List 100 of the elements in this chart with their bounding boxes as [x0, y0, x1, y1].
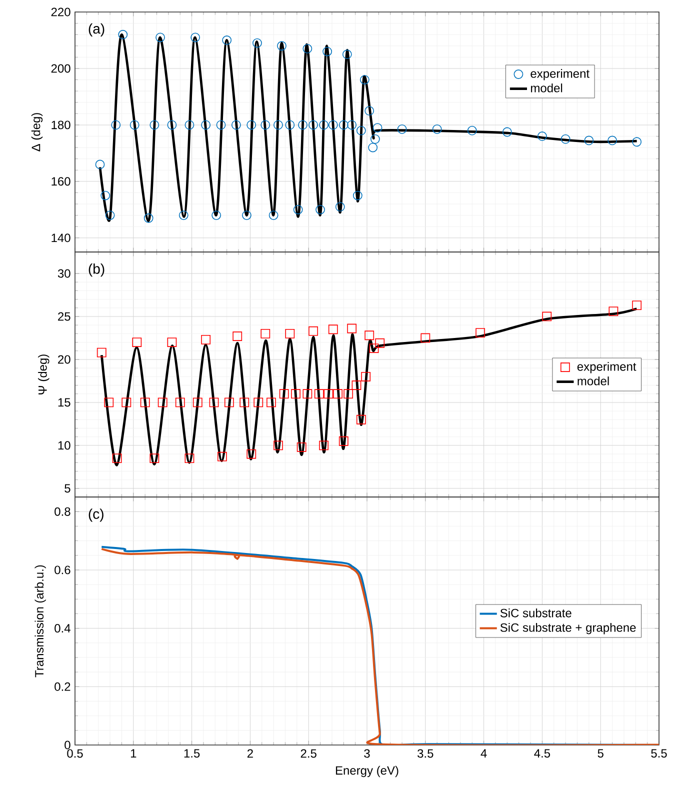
point — [608, 136, 617, 146]
point — [212, 210, 222, 220]
x-tick-label: 0.5 — [67, 749, 83, 758]
point — [277, 41, 286, 51]
point — [370, 134, 380, 144]
x-tick-label: 1.5 — [184, 749, 200, 758]
point — [361, 372, 371, 382]
y-axis-title: Δ (deg) — [31, 113, 43, 152]
point — [322, 46, 332, 56]
y-tick-label: 0.8 — [54, 507, 70, 516]
point — [260, 120, 270, 130]
point — [209, 398, 219, 408]
point — [338, 436, 348, 446]
point — [285, 120, 295, 130]
legend-label: model — [531, 84, 562, 92]
point — [364, 330, 374, 340]
x-axis-title: Energy (eV) — [336, 766, 398, 778]
point — [150, 454, 160, 464]
point — [560, 134, 570, 144]
point — [112, 454, 122, 464]
point — [347, 120, 357, 130]
x-tick-label: 5.5 — [651, 749, 667, 758]
point — [372, 123, 382, 132]
point — [285, 328, 295, 338]
annotation: (c) — [88, 508, 104, 522]
point — [224, 398, 234, 408]
point — [231, 120, 241, 130]
point — [632, 300, 642, 310]
x-tick-label: 5 — [598, 749, 604, 758]
point — [308, 120, 318, 130]
point — [178, 210, 188, 220]
point — [150, 120, 160, 130]
point — [319, 120, 328, 130]
y-tick-label: 200 — [51, 64, 70, 73]
point — [467, 126, 477, 136]
point — [352, 190, 362, 200]
point — [222, 36, 232, 45]
point — [140, 398, 150, 408]
x-tick-label: 3 — [364, 749, 370, 758]
annotation: (a) — [88, 23, 104, 36]
point — [375, 338, 385, 348]
point — [328, 120, 338, 130]
point — [240, 398, 250, 408]
point — [360, 75, 370, 84]
y-axis-title: Ψ (deg) — [38, 354, 50, 394]
point — [95, 160, 105, 170]
point — [217, 452, 227, 462]
y-tick-label: 160 — [52, 177, 70, 186]
point — [502, 127, 512, 137]
point — [538, 132, 547, 141]
y-tick-label: 220 — [51, 8, 70, 16]
point — [293, 204, 303, 214]
point — [342, 50, 352, 60]
point — [347, 324, 357, 334]
point — [397, 124, 407, 134]
point — [246, 449, 256, 459]
x-tick-label: 4 — [480, 749, 487, 758]
point — [242, 210, 252, 220]
point — [364, 106, 374, 116]
point — [175, 398, 185, 408]
point — [352, 380, 362, 390]
point — [130, 120, 140, 130]
point — [324, 389, 334, 399]
point — [356, 126, 366, 136]
point — [254, 398, 264, 408]
y-tick-label: 0.6 — [54, 566, 70, 574]
point — [632, 137, 642, 147]
x-tick-label: 2.5 — [300, 749, 316, 758]
point — [192, 398, 202, 408]
point — [184, 120, 194, 130]
x-tick-label: 1 — [130, 749, 136, 758]
point — [302, 389, 312, 399]
point — [190, 32, 200, 42]
point — [260, 328, 270, 338]
point — [432, 124, 442, 134]
point — [314, 389, 324, 399]
point — [167, 120, 177, 130]
point — [144, 213, 154, 223]
y-tick-label: 0.2 — [54, 682, 70, 691]
point — [232, 332, 242, 341]
y-tick-label: 20 — [58, 355, 70, 364]
point — [608, 306, 618, 316]
legend-label: model — [578, 376, 609, 386]
point — [333, 389, 343, 399]
point — [296, 442, 306, 452]
point — [268, 210, 278, 220]
x-tick-label: 2 — [247, 749, 253, 758]
point — [274, 440, 283, 450]
y-axis-title: Transmission (arb.u.) — [34, 565, 46, 678]
point — [122, 398, 132, 408]
line-series — [100, 308, 638, 466]
point — [158, 398, 168, 408]
y-tick-label: 140 — [52, 234, 70, 242]
point — [96, 348, 106, 358]
point — [167, 338, 177, 347]
point — [302, 44, 312, 54]
point — [132, 338, 142, 347]
y-tick-label: 30 — [58, 269, 70, 278]
point — [252, 38, 262, 48]
point — [356, 414, 366, 424]
